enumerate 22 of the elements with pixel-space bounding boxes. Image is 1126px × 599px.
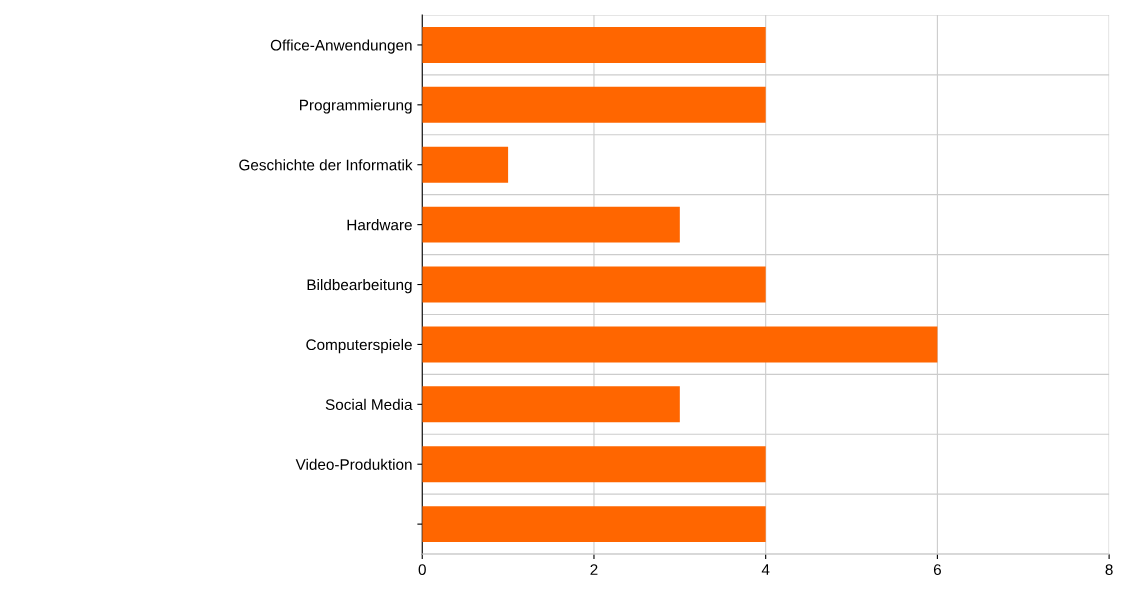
y-tick-label: Programmierung xyxy=(300,99,412,114)
x-tick-label: 6 xyxy=(933,564,941,576)
x-tick-label: 2 xyxy=(590,564,598,575)
bar xyxy=(422,326,938,363)
bar xyxy=(422,206,680,243)
y-tick-label: Social Media xyxy=(325,398,413,411)
x-tick-label: 4 xyxy=(761,564,770,575)
y-tick-label: Computerspiele xyxy=(306,338,412,354)
y-tick-label: Office-Anwendungen xyxy=(270,39,412,54)
bar xyxy=(422,146,509,183)
bar xyxy=(422,446,766,483)
x-tick-label: 8 xyxy=(1105,564,1113,576)
bar xyxy=(422,86,766,123)
bar xyxy=(422,266,766,303)
y-tick-label: Geschichte der Informatik xyxy=(239,159,413,171)
y-tick-label: Video-Produktion xyxy=(295,458,412,470)
y-tick-label: Bildbearbeitung xyxy=(307,278,412,294)
bar xyxy=(422,26,766,63)
bar xyxy=(422,386,680,423)
bar xyxy=(422,506,766,543)
x-tick-label: 0 xyxy=(418,564,426,576)
y-tick-label: Hardware xyxy=(347,219,412,231)
